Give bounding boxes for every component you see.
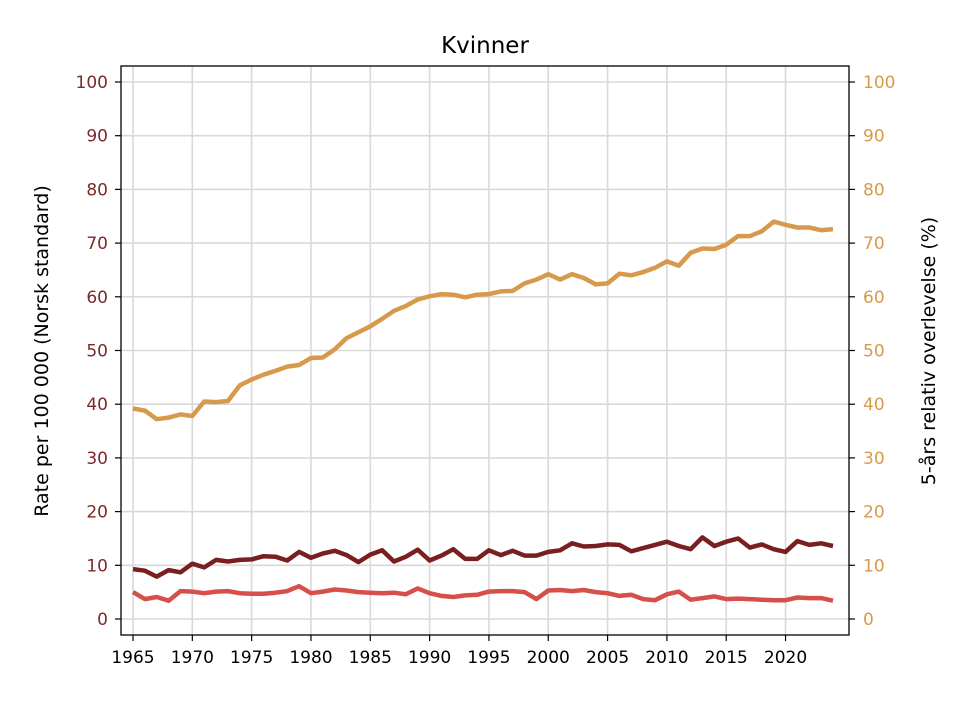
y-left-tick-label: 20 xyxy=(86,503,108,523)
y-right-tick-label: 20 xyxy=(863,503,885,523)
y-left-tick-label: 100 xyxy=(76,73,108,93)
x-tick-label: 2010 xyxy=(645,648,688,668)
y-left-tick-label: 40 xyxy=(86,395,108,415)
x-tick-label: 2020 xyxy=(764,648,807,668)
x-tick-label: 1970 xyxy=(171,648,214,668)
y-left-tick-label: 10 xyxy=(86,556,108,576)
y-left-tick-label: 70 xyxy=(86,234,108,254)
y-left-tick-label: 30 xyxy=(86,449,108,469)
x-tick-label: 1965 xyxy=(111,648,154,668)
y-right-tick-label: 0 xyxy=(863,610,874,630)
y-right-tick-label: 80 xyxy=(863,180,885,200)
y-right-tick-label: 50 xyxy=(863,342,885,362)
y-right-tick-label: 70 xyxy=(863,234,885,254)
series-rate-line-dark xyxy=(132,535,834,579)
chart-title: Kvinner xyxy=(441,33,529,59)
x-tick-label: 1980 xyxy=(289,648,332,668)
series-rate-line-light xyxy=(131,583,834,603)
y-right-tick-label: 100 xyxy=(863,73,895,93)
y-left-tick-label: 80 xyxy=(86,180,108,200)
y-right-tick-label: 10 xyxy=(863,556,885,576)
series-survival-line xyxy=(132,219,834,422)
y-left-tick-label: 50 xyxy=(86,342,108,362)
series-layer xyxy=(131,219,834,603)
y-left-tick-label: 0 xyxy=(97,610,108,630)
y-right-tick-label: 30 xyxy=(863,449,885,469)
x-tick-label: 1975 xyxy=(230,648,273,668)
x-tick-label: 1995 xyxy=(467,648,510,668)
grid xyxy=(121,66,849,635)
y-left-tick-label: 60 xyxy=(86,288,108,308)
y-left-tick-label: 90 xyxy=(86,127,108,147)
y-right-tick-label: 60 xyxy=(863,288,885,308)
x-tick-label: 2005 xyxy=(586,648,629,668)
ticks-layer: 1965 1970 1975 1980 1985 1990 1995 2000 2005 2010… xyxy=(76,73,896,668)
right-axis-title: 5-års relativ overlevelse (%) xyxy=(917,217,940,485)
left-axis-title: Rate per 100 000 (Norsk standard) xyxy=(31,185,53,517)
y-right-tick-label: 90 xyxy=(863,127,885,147)
y-right-tick-label: 40 xyxy=(863,395,885,415)
x-tick-label: 2000 xyxy=(527,648,570,668)
x-tick-label: 1990 xyxy=(408,648,451,668)
x-tick-label: 2015 xyxy=(705,648,748,668)
x-tick-label: 1985 xyxy=(349,648,392,668)
